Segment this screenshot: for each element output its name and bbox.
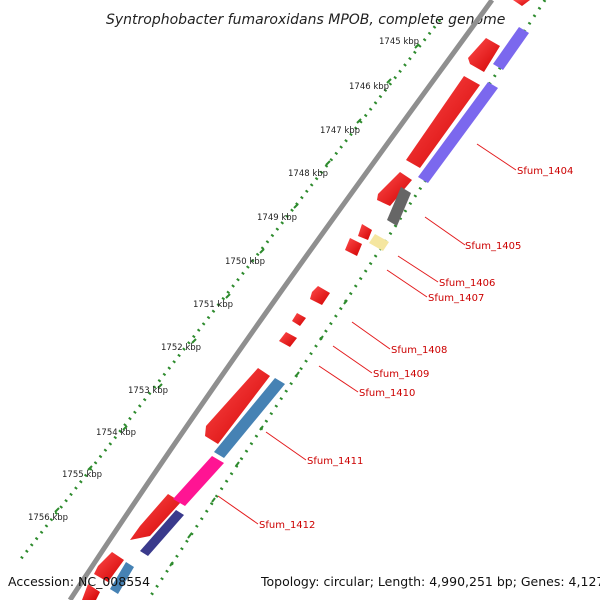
blast-hit-steel (110, 562, 134, 594)
tick-label: 1752 kbp (161, 343, 201, 353)
blast-hit-blue (493, 27, 529, 70)
leader-line (265, 431, 307, 461)
tick-label: 1756 kbp (28, 513, 68, 523)
tick-mark (325, 160, 331, 166)
gene-label: Sfum_1406 (439, 278, 495, 289)
cds-arrow (94, 552, 124, 582)
tick-label: 1746 kbp (349, 82, 389, 92)
tick-mark (259, 248, 265, 254)
tick-label: 1753 kbp (128, 386, 168, 396)
gene-label: Sfum_1407 (428, 293, 484, 304)
cds-arrow (310, 286, 330, 305)
leader-line (424, 216, 466, 246)
cds-arrow (406, 76, 480, 168)
blast-hit-steel (214, 378, 285, 458)
leader-line (397, 255, 439, 283)
blast-hit-gray (387, 187, 411, 226)
leader-line (332, 345, 373, 374)
topology-text: Topology: circular; Length: 4,990,251 bp… (260, 574, 600, 589)
leader-line (386, 269, 428, 298)
cds-arrow (377, 172, 412, 206)
tick-label: 1745 kbp (379, 37, 419, 47)
tick-label: 1747 kbp (320, 126, 360, 136)
tick-mark (122, 425, 128, 431)
cds-arrow (292, 313, 306, 326)
gene-label: Sfum_1404 (517, 166, 573, 177)
blast-hit-navy (140, 510, 184, 556)
cds-arrow (205, 368, 270, 444)
genome-backbone (67, 0, 495, 600)
cds-arrow (82, 584, 100, 600)
blast-hits (110, 27, 529, 594)
tick-mark (87, 465, 93, 471)
leader-line (217, 495, 259, 525)
tick-mark (356, 118, 362, 124)
leader-lines (217, 143, 517, 525)
cds-arrow (279, 332, 297, 347)
accession-text: Accession: NC_008554 (8, 574, 150, 589)
gene-label: Sfum_1405 (465, 241, 521, 252)
tick-mark (293, 203, 299, 209)
tick-label: 1749 kbp (257, 213, 297, 223)
cds-arrow (345, 238, 362, 256)
leader-line (351, 321, 391, 350)
cds-arrow (513, 0, 530, 6)
scale-ticks (54, 43, 420, 513)
tick-mark (157, 383, 163, 389)
gene-label: Sfum_1408 (391, 345, 447, 356)
gene-label: Sfum_1411 (307, 456, 363, 467)
cds-arrow (130, 494, 181, 540)
tick-mark (191, 338, 197, 344)
blast-hit-blue (418, 82, 498, 183)
map-title: Syntrophobacter fumaroxidans MPOB, compl… (106, 12, 505, 28)
gene-label: Sfum_1410 (359, 388, 415, 399)
blast-hit-yellow (369, 234, 389, 251)
tick-mark (414, 43, 420, 49)
leader-line (318, 365, 359, 393)
blast-hit-pink (173, 456, 224, 506)
cds-features (82, 0, 530, 600)
tick-label: 1750 kbp (225, 257, 265, 267)
tick-label: 1754 kbp (96, 428, 136, 438)
tick-label: 1755 kbp (62, 470, 102, 480)
gene-label: Sfum_1409 (373, 369, 429, 380)
cds-arrow (468, 38, 500, 72)
leader-line (476, 143, 517, 171)
tick-mark (225, 293, 231, 299)
gene-label: Sfum_1412 (259, 520, 315, 531)
tick-mark (386, 78, 392, 84)
tick-label: 1751 kbp (193, 300, 233, 310)
cds-arrow (358, 224, 372, 240)
tick-mark (54, 507, 60, 513)
tick-label: 1748 kbp (288, 169, 328, 179)
